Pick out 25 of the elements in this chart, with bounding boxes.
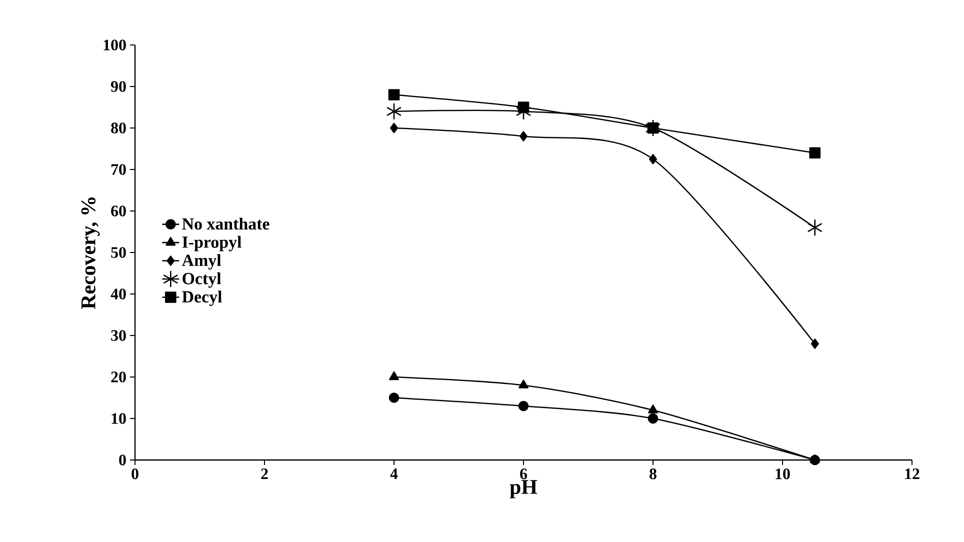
legend-label: Amyl (182, 254, 222, 270)
x-tick-label: 2 (261, 468, 268, 480)
y-tick-label: 30 (111, 330, 126, 341)
legend-label: Octyl (182, 272, 222, 288)
x-tick-label: 6 (520, 468, 528, 480)
y-tick-label: 100 (104, 40, 126, 50)
x-tick-label: 4 (390, 468, 398, 479)
y-tick-label: 70 (111, 164, 126, 175)
y-tick-label: 40 (110, 288, 126, 300)
y-tick-label: 0 (119, 454, 126, 466)
x-tick-label: 10 (776, 468, 790, 480)
y-tick-label: 90 (110, 81, 126, 92)
y-tick-label: 10 (112, 413, 126, 424)
y-tick-label: 80 (111, 122, 126, 134)
legend-label: I-propyl (182, 236, 242, 252)
x-tick-label: 8 (650, 468, 656, 480)
x-tick-label: 0 (132, 468, 138, 480)
y-tick-label: 60 (111, 206, 126, 216)
x-axis-title: pH (510, 480, 538, 498)
x-tick-label: 12 (905, 468, 920, 480)
y-axis-title: Recovery, % (81, 198, 100, 310)
y-tick-label: 20 (111, 372, 126, 382)
legend-label: Decyl (182, 290, 222, 306)
y-tick-label: 50 (111, 247, 126, 258)
legend-label: No xanthate (182, 218, 270, 230)
